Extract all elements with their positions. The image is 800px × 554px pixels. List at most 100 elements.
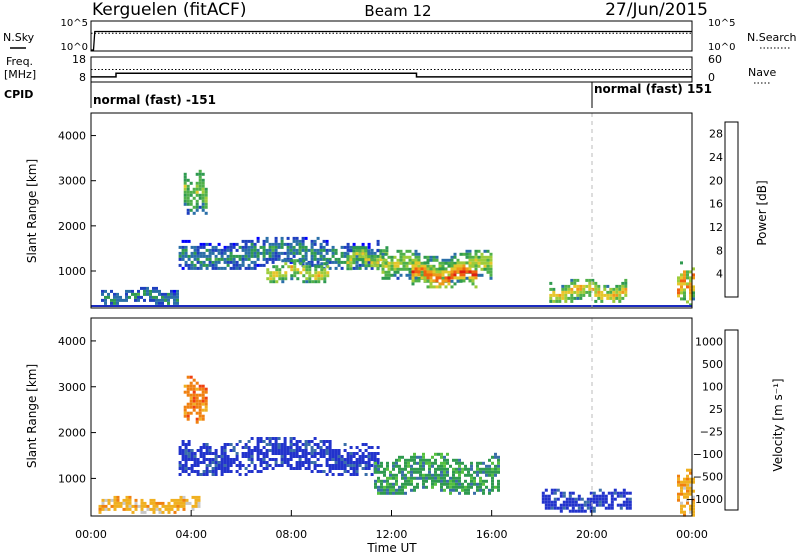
power-cells-cell [450, 270, 454, 274]
vel-cells-cell [319, 449, 323, 452]
power-cells-cell [390, 267, 394, 271]
vel-cells-cell [452, 485, 455, 489]
power-cells-cell [615, 284, 619, 288]
power-cells-cell [331, 248, 335, 252]
power-cells-cell [289, 251, 293, 255]
vel-cells-cell [440, 485, 443, 489]
power-cells-cell [229, 242, 233, 246]
vel-cells-cell [289, 458, 293, 461]
vel-cells-cell [176, 504, 180, 508]
power-cells-cell [183, 199, 187, 203]
vel-cells-cell [226, 461, 230, 464]
vel-cells-cell [262, 467, 266, 470]
vel-cells-cell [565, 497, 569, 501]
power-cells-cell [549, 293, 553, 297]
power-cells-cell [417, 264, 421, 268]
power-cells-cell [429, 276, 433, 280]
vel-cells-cell [455, 485, 458, 489]
power-cells-cell [155, 286, 158, 290]
power-cells-cell [414, 258, 418, 262]
power-cells-cell [283, 251, 287, 255]
vel-cells-cell [434, 458, 437, 462]
vel-cells-cell [280, 464, 284, 467]
vel-cells-cell [271, 452, 275, 455]
power-cells-cell [295, 248, 299, 252]
vel-cells-cell [253, 467, 257, 470]
vel-cells-cell [256, 452, 260, 455]
power-colorbar-label: Power [dB] [755, 180, 769, 245]
vel-cells-cell [182, 507, 186, 511]
vel-cells-cell [146, 507, 150, 511]
vel-cells-cell [497, 461, 500, 465]
power-cells-cell [314, 280, 318, 284]
vel-cells-cell [235, 443, 239, 446]
power-cells-cell [272, 277, 276, 281]
vel-cells-cell [367, 461, 371, 464]
vel-cells-cell [292, 467, 296, 470]
power-cells-cell [441, 258, 445, 262]
vel-cells-cell [229, 443, 233, 446]
power-cells-cell [683, 276, 686, 280]
power-cells-cell [594, 299, 598, 303]
vel-cells-cell [98, 507, 102, 511]
power-cells-cell [274, 251, 278, 255]
vel-cells-cell [113, 495, 117, 499]
vel-cells-cell [677, 474, 680, 478]
vel-cells-cell [571, 500, 575, 504]
power-cells-cell [420, 276, 424, 280]
cpid-label: CPID [4, 88, 33, 101]
vel-cells-cell [179, 498, 183, 502]
vel-cells-cell [301, 452, 305, 455]
power-cells-cell [441, 270, 445, 274]
vel-cells-cell [413, 467, 416, 471]
power-cells-cell [447, 261, 451, 265]
power-cells-cell [193, 263, 197, 267]
vel-cells-cell [370, 446, 374, 449]
vel-cells-cell [196, 449, 200, 452]
power-cells-cell [367, 245, 371, 249]
vel-cells-cell [349, 458, 353, 461]
power-cells-cell [367, 252, 371, 256]
vel-cells-cell [334, 455, 338, 458]
power-cells-cell [367, 264, 371, 268]
power-cells-cell [244, 242, 248, 246]
vel-cells-cell [686, 495, 689, 499]
power-cells-cell [247, 254, 251, 258]
vel-cells-cell [194, 501, 198, 505]
power-cells-cell [381, 261, 385, 265]
power-cells-cell [104, 295, 107, 299]
vel-cells-cell [352, 473, 356, 476]
vel-cells-cell [443, 482, 446, 486]
vel-cells-cell [190, 458, 194, 461]
vel-cells-cell [437, 476, 440, 480]
vel-cells-cell [204, 408, 208, 412]
power-cells-cell [320, 262, 324, 266]
power-cells-cell [447, 276, 451, 280]
vel-cells-cell [683, 504, 686, 508]
vel-cells-cell [568, 500, 572, 504]
power-cells-cell [226, 263, 230, 267]
vel-cells-cell [491, 476, 494, 480]
vel-cells-cell [137, 504, 141, 508]
power-cells-cell [405, 273, 409, 277]
power-cells-cell [414, 249, 418, 253]
vel-cells-cell [146, 504, 150, 508]
vel-cells-cell [428, 473, 431, 477]
vel-cells-cell [383, 488, 386, 492]
power-cells-cell [302, 265, 306, 269]
power-cells-cell [331, 245, 335, 249]
power-cells-cell [205, 266, 209, 270]
power-cells-cell [558, 299, 562, 303]
x-tick-label-2: 08:00 [275, 528, 307, 541]
power-cells-cell [570, 290, 574, 294]
vel-cells-cell [380, 488, 383, 492]
vel-cells-cell [244, 455, 248, 458]
power-cells-cell [597, 284, 601, 288]
vel-cells-cell [199, 446, 203, 449]
vel-cells-cell [205, 464, 209, 467]
vel-cells-cell [431, 482, 434, 486]
power-cells-cell [468, 258, 472, 262]
vel-cells-cell [404, 491, 407, 495]
power-cells-cell [323, 274, 327, 278]
power-cells-cell [429, 267, 433, 271]
